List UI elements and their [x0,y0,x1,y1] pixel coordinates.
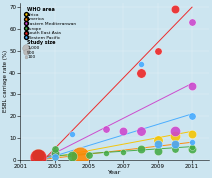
Point [36,154,39,157]
Point [190,145,194,148]
Point [36,156,39,159]
Point [79,155,82,158]
Point [173,134,177,137]
Point [173,8,177,11]
Point [70,155,74,158]
Point [190,147,194,150]
Point [139,62,142,65]
Point [87,154,91,157]
Point [190,132,194,135]
Point [173,130,177,133]
Point [53,152,56,155]
Point [173,143,177,146]
Point [105,128,108,131]
Point [139,71,142,74]
Point [156,139,159,142]
Point [53,147,56,150]
Point [53,152,56,155]
Point [105,152,108,155]
Point [156,49,159,52]
Y-axis label: ESBL carriage rate (%): ESBL carriage rate (%) [3,50,8,112]
X-axis label: Year: Year [108,170,121,175]
Point [156,143,159,146]
Point [190,84,194,87]
Point [139,130,142,133]
Point [139,147,142,150]
Point [70,132,74,135]
Point [190,141,194,144]
Point [156,150,159,152]
Point [53,156,56,159]
Point [122,130,125,133]
Point [122,151,125,153]
Point [53,156,56,159]
Point [190,21,194,24]
Point [190,115,194,117]
Point [173,147,177,150]
Point [173,143,177,146]
Legend: WHO area, Africa, America, Eastern Mediteranwan, Europe, South East Asia, Wester: WHO area, Africa, America, Eastern Medit… [24,7,77,60]
